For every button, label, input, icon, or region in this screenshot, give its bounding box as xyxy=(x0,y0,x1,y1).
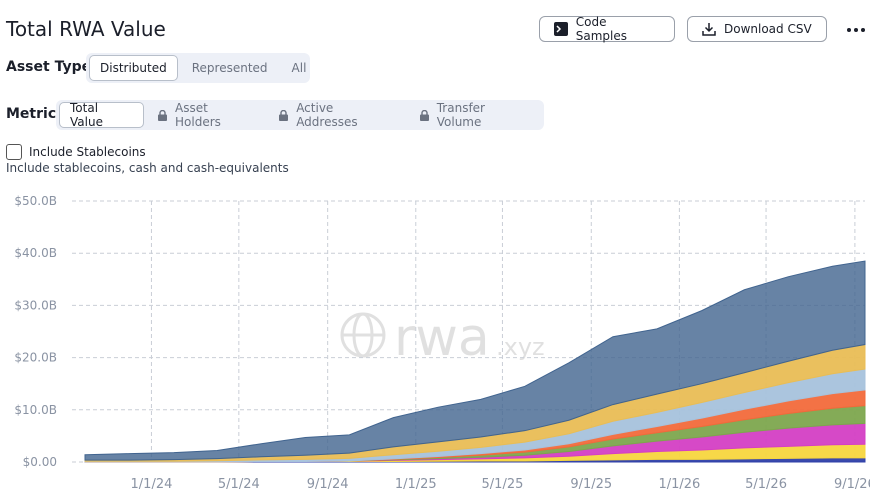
y-tick-label: $20.0B xyxy=(14,351,57,365)
y-tick-label: $40.0B xyxy=(14,246,57,260)
download-csv-button[interactable]: Download CSV xyxy=(687,16,827,42)
lock-icon xyxy=(158,109,168,121)
button-label: Download CSV xyxy=(724,22,812,36)
tab[interactable]: Active Addresses xyxy=(269,101,406,129)
more-menu[interactable] xyxy=(846,25,866,35)
x-tick-label: 9/1/25 xyxy=(570,477,612,492)
y-tick-label: $50.0B xyxy=(14,194,57,208)
watermark-main: rwa xyxy=(394,308,490,368)
axis-labels: $0.00 $10.0B $20.0B $30.0B $40.0B $50.0B 1/1/2… xyxy=(14,194,870,492)
tab-label: Transfer Volume xyxy=(436,101,485,129)
y-tick-label: $10.0B xyxy=(14,403,57,417)
x-tick-label: 5/1/24 xyxy=(218,477,260,492)
tab[interactable]: Total Value xyxy=(59,101,145,129)
terminal-icon xyxy=(554,22,568,36)
tab-label: Distributed xyxy=(100,61,167,75)
x-tick-label: 1/1/25 xyxy=(395,477,437,492)
x-tick-label: 9/1/26 xyxy=(834,477,870,492)
areas xyxy=(84,260,866,463)
tab[interactable]: Represented xyxy=(182,56,278,80)
tab-label: Active Addresses xyxy=(296,101,358,129)
lock-icon xyxy=(279,109,289,121)
tab-label: Represented xyxy=(191,61,268,75)
area xyxy=(84,260,866,461)
y-tick-label: $30.0B xyxy=(14,298,57,312)
x-tick-label: 1/1/24 xyxy=(131,477,173,492)
tab[interactable]: All xyxy=(282,56,317,80)
x-tick-label: 5/1/26 xyxy=(745,477,787,492)
button-label: Code Samples xyxy=(575,15,627,43)
tab[interactable]: Distributed xyxy=(89,55,178,81)
asset-type-tabs: Distributed Represented All xyxy=(86,53,310,83)
tab-label: Total Value xyxy=(70,101,103,129)
code-samples-button[interactable]: Code Samples xyxy=(539,15,675,43)
x-tick-label: 1/1/26 xyxy=(658,477,700,492)
watermark-suffix: .xyz xyxy=(496,333,545,361)
watermark: rwa .xyz xyxy=(340,308,545,368)
tab-label: Asset Holders xyxy=(175,101,221,129)
metric-label: Metric xyxy=(6,106,57,122)
tab[interactable]: Transfer Volume xyxy=(410,101,541,129)
checkbox-label: Include Stablecoins xyxy=(29,145,146,159)
x-tick-label: 5/1/25 xyxy=(482,477,524,492)
tab[interactable]: Asset Holders xyxy=(148,101,265,129)
download-icon xyxy=(702,23,716,36)
asset-type-label: Asset Type xyxy=(6,59,92,75)
page-title: Total RWA Value xyxy=(6,17,166,41)
x-tick-label: 9/1/24 xyxy=(307,477,349,492)
metric-tabs: Total Value Asset Holders Active Addresses… xyxy=(56,100,544,130)
chart: rwa .xyz $0.00 $10.0B $20.0B $30.0B $40.0B $5… xyxy=(14,194,870,492)
checkbox-description: Include stablecoins, cash and cash-equiv… xyxy=(6,161,289,175)
lock-icon xyxy=(419,109,429,121)
tab-label: All xyxy=(291,61,307,75)
stablecoins-checkbox[interactable] xyxy=(6,144,22,160)
y-tick-label: $0.00 xyxy=(23,455,57,469)
